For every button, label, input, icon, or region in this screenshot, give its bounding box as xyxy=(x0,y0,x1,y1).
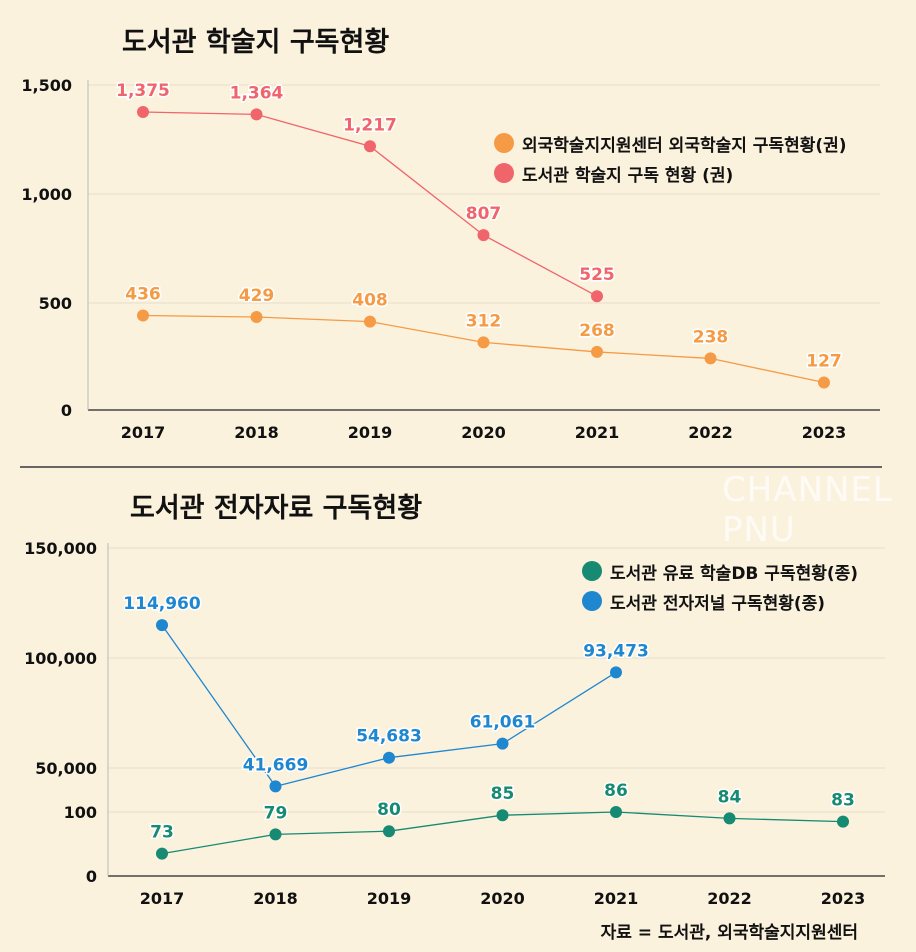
data-point xyxy=(137,106,149,119)
data-label: 238 xyxy=(693,327,729,347)
data-point xyxy=(383,751,395,764)
data-label: 86 xyxy=(604,781,628,801)
section-divider xyxy=(20,466,882,468)
x-tick-label: 2018 xyxy=(234,423,279,442)
data-label: 525 xyxy=(579,265,615,285)
y-tick-label: 0 xyxy=(86,867,97,886)
data-label: 114,960 xyxy=(123,594,201,614)
data-point xyxy=(818,376,830,389)
data-point xyxy=(723,812,736,825)
data-label: 84 xyxy=(718,787,742,807)
x-tick-label: 2020 xyxy=(480,889,525,908)
x-tick-label: 2019 xyxy=(348,423,393,442)
x-tick-label: 2023 xyxy=(802,423,847,442)
data-label: 429 xyxy=(239,286,275,306)
data-point xyxy=(837,815,849,828)
x-tick-label: 2017 xyxy=(121,423,166,442)
data-point xyxy=(269,828,282,841)
data-point xyxy=(610,666,622,679)
data-point xyxy=(591,345,603,358)
data-label: 79 xyxy=(264,803,288,823)
data-point xyxy=(269,780,282,793)
y-tick-label: 0 xyxy=(61,401,72,420)
y-tick-label: 1,000 xyxy=(21,185,72,204)
y-tick-label: 100 xyxy=(64,803,97,822)
x-tick-label: 2017 xyxy=(140,889,185,908)
chart1-title: 도서관 학술지 구독현황 xyxy=(122,27,390,58)
legend-dot-icon xyxy=(582,561,602,581)
legend-dot-icon xyxy=(494,133,514,153)
y-tick-label: 50,000 xyxy=(35,759,97,778)
chart2-title: 도서관 전자자료 구독현황 xyxy=(130,493,423,524)
data-label: 268 xyxy=(579,321,615,341)
data-point xyxy=(364,140,376,153)
data-point xyxy=(364,315,376,328)
y-tick-label: 1,500 xyxy=(21,76,72,95)
data-label: 54,683 xyxy=(356,727,422,747)
x-tick-label: 2021 xyxy=(575,423,620,442)
legend-item: 도서관 학술지 구독 현황 (권) xyxy=(494,158,847,188)
y-tick-label: 500 xyxy=(39,294,72,313)
data-point xyxy=(250,108,263,121)
legend-item: 외국학술지지원센터 외국학술지 구독현황(권) xyxy=(494,128,847,158)
legend-dot-icon xyxy=(494,163,514,183)
data-point xyxy=(496,809,509,822)
legend-item: 도서관 유료 학술DB 구독현황(종) xyxy=(582,556,858,586)
x-tick-label: 2018 xyxy=(253,889,298,908)
data-label: 127 xyxy=(806,351,842,371)
x-tick-label: 2022 xyxy=(688,423,733,442)
legend-label: 외국학술지지원센터 외국학술지 구독현황(권) xyxy=(522,135,847,156)
data-point xyxy=(704,352,717,365)
data-label: 80 xyxy=(377,800,401,820)
source-note: 자료 = 도서관, 외국학술지지원센터 xyxy=(600,923,858,943)
data-label: 436 xyxy=(125,285,161,305)
data-label: 1,364 xyxy=(230,83,284,103)
data-label: 73 xyxy=(150,823,174,843)
x-tick-label: 2020 xyxy=(461,423,506,442)
data-point xyxy=(477,229,490,242)
x-tick-label: 2019 xyxy=(367,889,412,908)
data-point xyxy=(496,737,509,750)
chart2-legend: 도서관 유료 학술DB 구독현황(종) 도서관 전자저널 구독현황(종) xyxy=(582,556,858,616)
legend-label: 도서관 전자저널 구독현황(종) xyxy=(610,593,826,614)
data-label: 61,061 xyxy=(470,713,536,733)
y-tick-label: 100,000 xyxy=(24,649,97,668)
data-point xyxy=(250,311,263,324)
data-point xyxy=(591,290,603,303)
x-tick-label: 2022 xyxy=(707,889,752,908)
chart1-legend: 외국학술지지원센터 외국학술지 구독현황(권) 도서관 학술지 구독 현황 (권… xyxy=(494,128,847,188)
data-point xyxy=(610,806,622,818)
x-tick-label: 2023 xyxy=(821,889,866,908)
y-tick-label: 150,000 xyxy=(24,539,97,558)
data-label: 807 xyxy=(466,204,502,224)
data-point xyxy=(477,336,490,349)
data-label: 408 xyxy=(352,291,388,311)
legend-label: 도서관 유료 학술DB 구독현황(종) xyxy=(610,563,859,584)
data-point xyxy=(156,619,168,632)
data-label: 85 xyxy=(491,784,515,804)
data-point xyxy=(156,847,168,860)
legend-label: 도서관 학술지 구독 현황 (권) xyxy=(522,165,734,186)
data-point xyxy=(137,309,149,322)
data-label: 1,375 xyxy=(116,81,170,101)
data-point xyxy=(383,825,395,838)
data-label: 93,473 xyxy=(583,641,649,661)
watermark-logo: CHANNEL PNU xyxy=(722,470,893,550)
data-label: 41,669 xyxy=(243,755,309,775)
data-label: 312 xyxy=(466,311,502,331)
data-label: 83 xyxy=(831,791,855,811)
data-label: 1,217 xyxy=(343,115,397,135)
x-tick-label: 2021 xyxy=(594,889,639,908)
legend-item: 도서관 전자저널 구독현황(종) xyxy=(582,586,858,616)
legend-dot-icon xyxy=(582,591,602,611)
